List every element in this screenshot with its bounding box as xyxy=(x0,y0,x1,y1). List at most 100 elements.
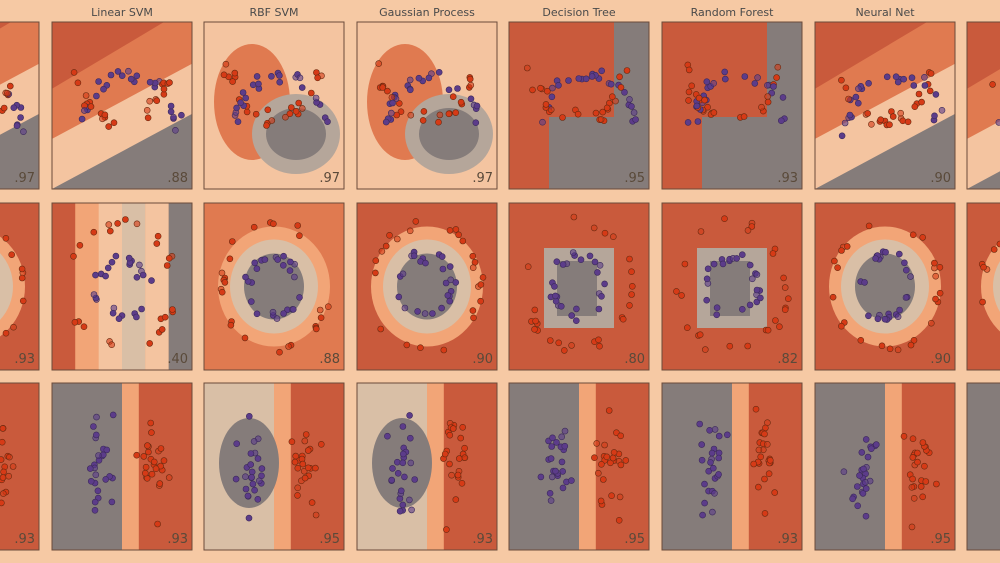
data-point xyxy=(467,95,475,103)
data-point xyxy=(558,433,566,441)
data-point xyxy=(142,469,149,477)
accuracy-score-label: .93 xyxy=(777,171,798,186)
data-point xyxy=(87,465,94,472)
data-point xyxy=(445,110,453,118)
data-point xyxy=(109,309,117,317)
data-point xyxy=(220,71,228,79)
data-point xyxy=(542,101,550,108)
data-point xyxy=(0,490,7,497)
data-point xyxy=(590,224,598,232)
data-point xyxy=(384,432,391,440)
data-point xyxy=(776,323,783,331)
data-point xyxy=(769,250,777,257)
data-point xyxy=(842,84,850,92)
data-point xyxy=(617,432,625,440)
data-point xyxy=(601,229,609,237)
data-point xyxy=(697,228,705,235)
data-point xyxy=(105,123,112,130)
accuracy-score-label: .93 xyxy=(14,532,35,547)
data-point xyxy=(167,102,175,110)
data-point xyxy=(628,103,635,110)
data-point xyxy=(477,281,485,288)
data-point xyxy=(908,74,916,81)
data-point xyxy=(165,474,173,481)
data-point xyxy=(688,82,696,90)
data-point xyxy=(455,455,463,462)
data-point xyxy=(102,476,109,483)
data-point xyxy=(591,258,599,266)
data-point xyxy=(461,454,469,462)
data-point xyxy=(372,257,380,265)
data-point xyxy=(936,289,944,297)
accuracy-score-label: .40 xyxy=(167,352,188,367)
data-point xyxy=(979,298,986,306)
data-point xyxy=(102,272,109,280)
data-point xyxy=(740,113,748,120)
data-point xyxy=(878,342,886,350)
panel-linearly-separable-2: .95 xyxy=(203,382,345,551)
data-point xyxy=(375,60,383,67)
data-point xyxy=(294,492,301,499)
data-point xyxy=(304,447,312,454)
data-point xyxy=(250,223,258,231)
data-point xyxy=(855,85,862,92)
data-point xyxy=(619,315,627,323)
data-point xyxy=(546,337,554,344)
panel-circles-2: .88 xyxy=(203,202,345,371)
data-point xyxy=(294,464,302,472)
data-point xyxy=(548,473,556,481)
data-point xyxy=(301,474,309,482)
data-point xyxy=(565,77,572,84)
data-point xyxy=(593,440,601,447)
data-point xyxy=(133,451,140,459)
data-point xyxy=(91,506,99,514)
data-point xyxy=(90,423,97,430)
data-point xyxy=(154,520,161,528)
data-point xyxy=(406,76,414,84)
data-point xyxy=(547,455,555,462)
data-point xyxy=(546,489,554,497)
data-point xyxy=(307,89,315,97)
data-point xyxy=(253,310,261,318)
data-point xyxy=(746,261,754,269)
data-point xyxy=(752,405,760,413)
data-point xyxy=(399,270,407,278)
data-point xyxy=(232,475,240,483)
data-point xyxy=(865,222,873,230)
data-point xyxy=(922,478,930,485)
data-point xyxy=(603,104,611,112)
data-point xyxy=(299,460,307,468)
data-point xyxy=(461,444,468,452)
data-point xyxy=(552,467,559,475)
data-point xyxy=(436,111,444,119)
data-point xyxy=(914,458,921,466)
data-point xyxy=(78,115,86,123)
data-point xyxy=(178,111,185,119)
data-point xyxy=(628,268,635,276)
data-point xyxy=(286,110,294,117)
data-point xyxy=(415,74,423,82)
data-point xyxy=(889,113,897,120)
data-point xyxy=(473,102,481,110)
data-point xyxy=(865,312,872,320)
data-point xyxy=(559,261,567,268)
data-point xyxy=(406,412,413,419)
data-point xyxy=(938,107,946,114)
data-point xyxy=(886,121,893,128)
data-point xyxy=(142,463,150,471)
data-point xyxy=(896,306,903,314)
data-point xyxy=(708,449,716,457)
data-point xyxy=(910,336,918,344)
data-point xyxy=(125,67,132,75)
data-point xyxy=(883,73,891,81)
data-point xyxy=(388,476,396,484)
data-point xyxy=(291,273,298,281)
data-point xyxy=(279,261,287,269)
data-point xyxy=(241,334,249,342)
data-point xyxy=(160,457,168,464)
data-point xyxy=(152,465,160,473)
data-point xyxy=(229,238,236,245)
data-point xyxy=(167,108,175,115)
column-title: Gaussian Process xyxy=(379,6,475,19)
data-point xyxy=(243,108,251,116)
